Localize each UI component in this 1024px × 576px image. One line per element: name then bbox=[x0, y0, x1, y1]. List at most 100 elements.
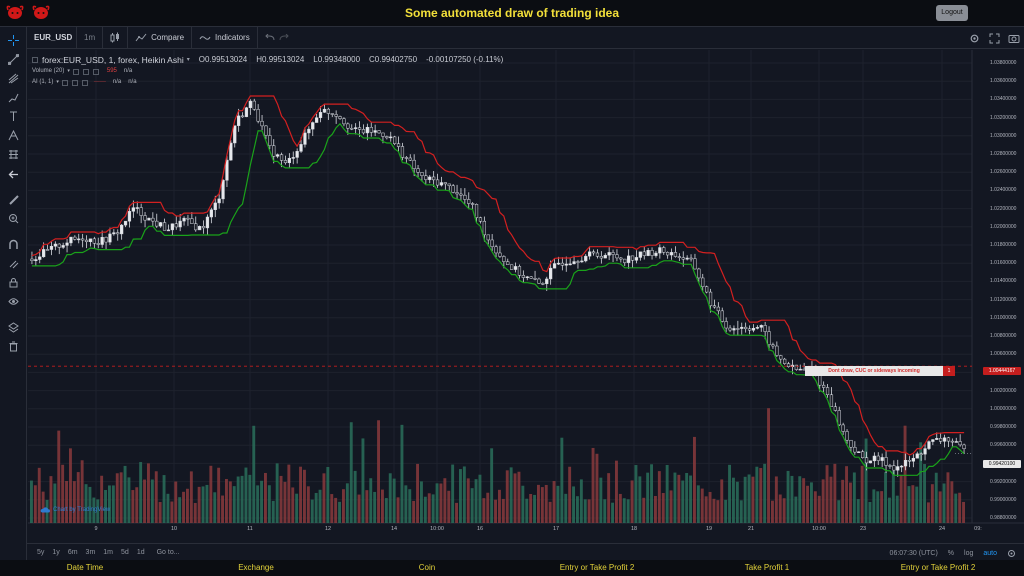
trend-line-icon[interactable] bbox=[6, 52, 21, 67]
footer-label[interactable]: Take Profit 1 bbox=[744, 563, 790, 572]
range-button-5y[interactable]: 5y bbox=[37, 549, 45, 556]
candle-body bbox=[490, 239, 494, 247]
volume-bar bbox=[650, 464, 653, 523]
ai-dropdown-icon[interactable]: ▾ bbox=[56, 79, 59, 85]
candle-body bbox=[256, 109, 260, 122]
volume-bar bbox=[856, 499, 860, 523]
collapse-legend-icon[interactable] bbox=[32, 57, 38, 63]
footer-label[interactable]: Entry or Take Profit 2 bbox=[559, 563, 635, 572]
volume-bar bbox=[209, 465, 213, 523]
volume-bar bbox=[630, 480, 634, 523]
candle-body bbox=[233, 125, 237, 144]
candle-body bbox=[771, 344, 775, 347]
measure-icon[interactable] bbox=[6, 192, 21, 207]
price-tick-label: 1.02200000 bbox=[990, 205, 1017, 212]
redo-icon[interactable] bbox=[279, 33, 289, 42]
fullscreen-icon[interactable] bbox=[988, 32, 1000, 44]
volume-close-icon[interactable] bbox=[92, 68, 99, 75]
back-arrow-icon[interactable] bbox=[6, 167, 21, 182]
percent-toggle[interactable]: % bbox=[947, 549, 955, 557]
utc-clock[interactable]: 06:07:30 (UTC) bbox=[889, 549, 938, 557]
volume-bar bbox=[279, 475, 283, 523]
volume-dropdown-icon[interactable]: ▾ bbox=[67, 68, 70, 74]
candle-body bbox=[935, 438, 939, 440]
legend-series-title[interactable]: forex:EUR_USD, 1, forex, Heikin Ashi bbox=[42, 55, 184, 65]
trash-icon[interactable] bbox=[6, 339, 21, 354]
brush-icon[interactable] bbox=[6, 90, 21, 105]
volume-bar bbox=[689, 475, 692, 523]
volume-bar bbox=[607, 473, 611, 523]
camera-icon[interactable] bbox=[1008, 32, 1020, 44]
candles-icon bbox=[110, 32, 120, 43]
volume-bar bbox=[899, 474, 903, 523]
range-button-1d[interactable]: 1d bbox=[136, 549, 145, 556]
volume-bar bbox=[283, 481, 287, 523]
ai-close-icon[interactable] bbox=[81, 79, 88, 86]
chart-type-button[interactable] bbox=[103, 26, 129, 49]
time-tick-label: 11 bbox=[247, 526, 253, 532]
tradingview-watermark[interactable]: Chart by TradingView bbox=[40, 506, 110, 513]
axis-settings-icon[interactable] bbox=[1007, 549, 1016, 558]
legend-dropdown-icon[interactable]: ▾ bbox=[186, 57, 190, 63]
volume-eye-icon[interactable] bbox=[72, 68, 79, 75]
lock-icon[interactable] bbox=[6, 275, 21, 290]
candle-body bbox=[478, 217, 483, 222]
auto-toggle[interactable]: auto bbox=[983, 549, 997, 557]
range-button-5d[interactable]: 5d bbox=[121, 549, 129, 556]
annotation-label[interactable]: Dont draw, CUC or sideways incoming bbox=[805, 366, 943, 376]
log-toggle[interactable]: log bbox=[964, 549, 974, 557]
candle-body bbox=[439, 182, 444, 186]
magnet-icon[interactable] bbox=[6, 237, 21, 252]
compare-button[interactable]: Compare bbox=[128, 26, 193, 49]
volume-bar bbox=[747, 474, 751, 523]
interval-selector[interactable]: 1m bbox=[77, 26, 104, 49]
annotation-tag[interactable]: 1 bbox=[943, 366, 955, 376]
footer-label[interactable]: Entry or Take Profit 2 bbox=[900, 563, 976, 572]
candle-body bbox=[400, 146, 405, 158]
pattern-icon[interactable] bbox=[6, 128, 21, 143]
volume-bar bbox=[310, 499, 314, 523]
volume-bar bbox=[513, 473, 517, 523]
chart-legend: forex:EUR_USD, 1, forex, Heikin Ashi ▾ O… bbox=[32, 54, 503, 88]
text-icon[interactable] bbox=[6, 109, 21, 124]
volume-bar bbox=[568, 466, 572, 523]
goto-button[interactable]: Go to... bbox=[156, 549, 180, 556]
footer-label[interactable]: Coin bbox=[418, 563, 436, 572]
footer-label[interactable]: Date Time bbox=[66, 563, 104, 572]
prediction-icon[interactable] bbox=[6, 147, 21, 162]
logout-button[interactable]: Logout bbox=[936, 5, 968, 21]
candle-body bbox=[689, 257, 693, 260]
candle-body bbox=[57, 243, 61, 248]
ai-study-label[interactable]: AI (1, 1) bbox=[32, 79, 54, 85]
ai-eye-icon[interactable] bbox=[61, 79, 68, 86]
candle-body bbox=[373, 130, 377, 133]
range-button-6m[interactable]: 6m bbox=[67, 549, 78, 556]
time-tick-label: 9 bbox=[94, 526, 98, 532]
undo-icon[interactable] bbox=[265, 33, 275, 42]
zoom-in-icon[interactable] bbox=[6, 211, 21, 226]
indicators-button[interactable]: Indicators bbox=[192, 26, 258, 49]
logo-group bbox=[6, 4, 50, 20]
volume-bar bbox=[30, 480, 33, 523]
range-button-3m[interactable]: 3m bbox=[85, 549, 96, 556]
layers-icon[interactable] bbox=[6, 320, 21, 335]
volume-study-label[interactable]: Volume (20) bbox=[32, 68, 65, 74]
range-button-1y[interactable]: 1y bbox=[52, 549, 60, 556]
pitchfork-icon[interactable] bbox=[6, 71, 21, 86]
symbol-search[interactable]: EUR_USD bbox=[27, 26, 77, 49]
volume-bar bbox=[162, 475, 166, 523]
ai-settings-icon[interactable] bbox=[71, 79, 78, 86]
candle-body bbox=[794, 364, 798, 370]
settings-gear-icon[interactable] bbox=[968, 32, 980, 44]
volume-bar bbox=[57, 430, 61, 523]
candle-body bbox=[755, 327, 759, 329]
volume-settings-icon[interactable] bbox=[82, 68, 89, 75]
price-chart[interactable] bbox=[0, 27, 1024, 561]
volume-bar bbox=[548, 501, 552, 523]
eye-icon[interactable] bbox=[6, 294, 21, 309]
lock-drawing-icon[interactable] bbox=[6, 256, 21, 271]
volume-bar bbox=[373, 491, 377, 523]
range-button-1m[interactable]: 1m bbox=[103, 549, 114, 556]
footer-label[interactable]: Exchange bbox=[238, 563, 274, 572]
crosshair-icon[interactable] bbox=[6, 33, 21, 48]
